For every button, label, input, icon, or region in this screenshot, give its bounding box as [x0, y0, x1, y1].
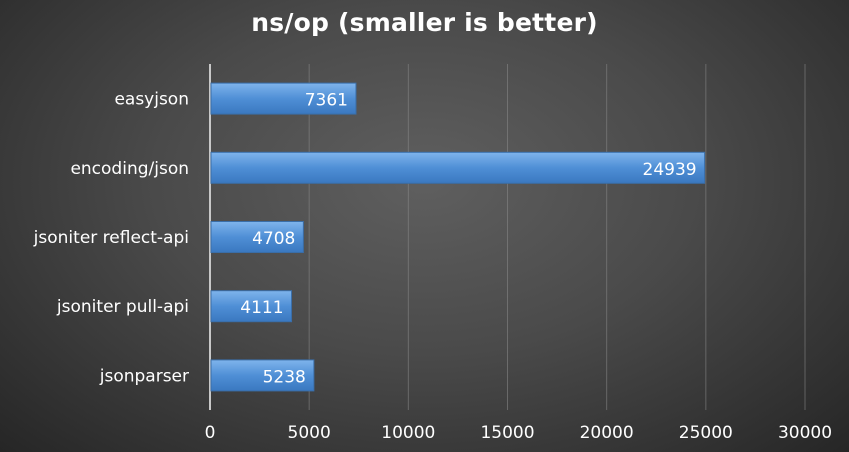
bar [210, 290, 293, 323]
x-tick-label: 5000 [288, 423, 331, 443]
bar [210, 151, 706, 184]
data-label: 4111 [240, 298, 283, 318]
x-tick-label: 25000 [679, 423, 733, 443]
bar [210, 221, 304, 253]
category-label: jsoniter pull-api [56, 297, 189, 317]
x-tick-label: 10000 [381, 423, 435, 443]
x-tick-label: 0 [205, 423, 216, 443]
category-label: encoding/json [70, 159, 189, 179]
chart-title: ns/op (smaller is better) [251, 8, 598, 37]
data-label: 7361 [305, 91, 348, 111]
data-label: 5238 [263, 367, 306, 387]
x-tick-label: 30000 [778, 423, 832, 443]
bar [210, 359, 315, 392]
data-label: 24939 [643, 160, 697, 180]
x-tick-label: 20000 [580, 423, 634, 443]
bar [210, 82, 357, 115]
data-label: 4708 [252, 229, 295, 249]
category-label: jsonparser [99, 366, 189, 386]
category-label: easyjson [114, 90, 189, 110]
x-tick-label: 15000 [480, 423, 534, 443]
category-label: jsoniter reflect-api [33, 228, 189, 248]
